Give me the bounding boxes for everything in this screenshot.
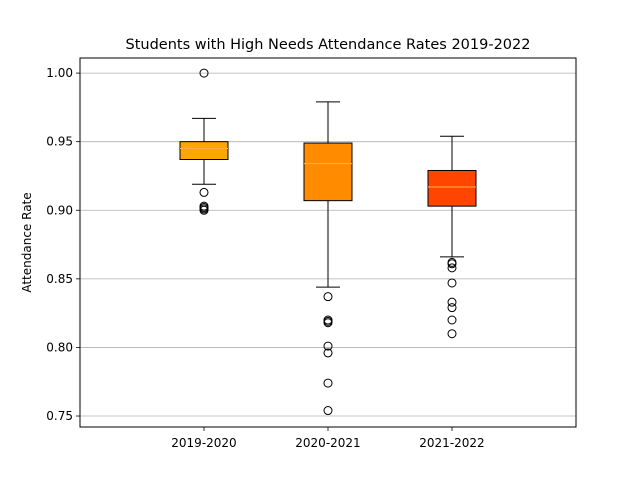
- y-tick-label: 0.75: [46, 409, 73, 423]
- outlier-point: [199, 187, 209, 197]
- x-axis-ticks: 2019-2020 2020-2021 2021-2022: [171, 427, 485, 450]
- outlier-point: [323, 341, 333, 351]
- outlier-point: [323, 292, 333, 302]
- outlier-point: [199, 205, 209, 215]
- x-tick-label: 2019-2020: [171, 436, 236, 450]
- outlier-point: [447, 259, 457, 269]
- whiskers: [192, 101, 464, 288]
- y-tick-label: 0.95: [46, 135, 73, 149]
- outlier-point: [447, 303, 457, 313]
- y-tick-label: 0.85: [46, 272, 73, 286]
- box-iqr: [427, 169, 477, 207]
- outlier-point: [447, 263, 457, 273]
- x-tick-label: 2021-2022: [419, 436, 484, 450]
- outlier-point: [323, 406, 333, 416]
- y-axis-label: Attendance Rate: [20, 192, 34, 292]
- chart-title: Students with High Needs Attendance Rate…: [126, 37, 531, 53]
- outlier-point: [323, 348, 333, 358]
- outlier-point: [447, 278, 457, 288]
- outlier-point: [323, 378, 333, 388]
- outlier-point: [447, 315, 457, 325]
- boxes: [179, 141, 477, 207]
- outliers: [199, 68, 457, 416]
- x-tick-label: 2020-2021: [295, 436, 360, 450]
- outlier-point: [323, 318, 333, 328]
- box-iqr: [303, 142, 353, 202]
- y-tick-label: 0.90: [46, 203, 73, 217]
- outlier-point: [199, 68, 209, 78]
- outlier-point: [447, 297, 457, 307]
- box-iqr: [179, 141, 229, 161]
- y-axis-ticks: 0.75 0.80 0.85 0.90 0.95 1.00: [46, 66, 80, 423]
- y-tick-label: 0.80: [46, 340, 73, 354]
- y-tick-label: 1.00: [46, 66, 73, 80]
- outlier-point: [447, 329, 457, 339]
